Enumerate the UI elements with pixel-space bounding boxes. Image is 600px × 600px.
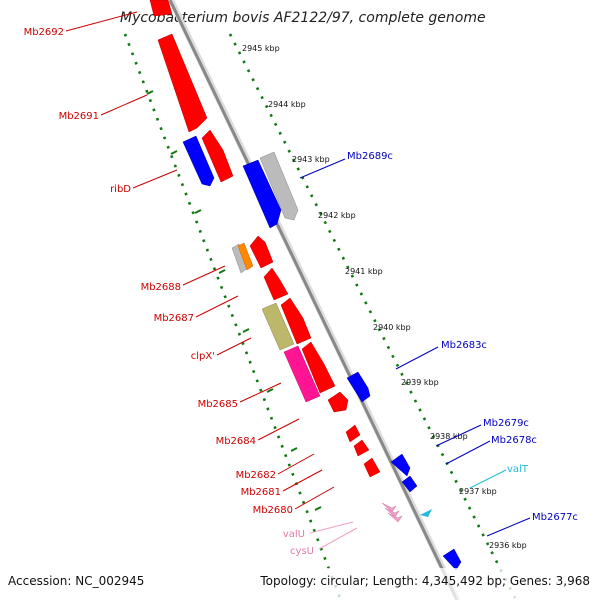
gene-label[interactable]: Mb2688 bbox=[141, 282, 181, 293]
kbp-label: 2944 kbp bbox=[268, 100, 306, 109]
kbp-label: 2940 kbp bbox=[373, 323, 411, 332]
khaki-feature[interactable] bbox=[261, 302, 295, 351]
gene-Mb2692[interactable] bbox=[149, 0, 173, 17]
gene-label[interactable]: clpX' bbox=[191, 351, 215, 362]
gene-label[interactable]: Mb2689c bbox=[347, 151, 393, 162]
gene-Mb2679c[interactable] bbox=[390, 453, 411, 477]
gene-label[interactable]: Mb2685 bbox=[198, 399, 238, 410]
gene-label[interactable]: valT bbox=[507, 464, 529, 475]
gene-label[interactable]: Mb2684 bbox=[216, 436, 256, 447]
gene-label[interactable]: Mb2680 bbox=[253, 505, 293, 516]
gene-Mb2683c[interactable] bbox=[346, 371, 371, 403]
left-gene-labels: Mb2692 Mb2691 ribD Mb2688 Mb2687 clpX' M… bbox=[24, 27, 314, 557]
trna-valT[interactable] bbox=[420, 509, 432, 517]
gene-Mb2689c[interactable] bbox=[242, 159, 282, 229]
gene-Mb2677c[interactable] bbox=[442, 548, 462, 571]
backbone-line bbox=[168, 0, 459, 600]
gene-label[interactable]: Mb2678c bbox=[491, 435, 537, 446]
kbp-labels: 2945 kbp 2944 kbp 2943 kbp 2942 kbp 2941… bbox=[242, 44, 527, 550]
right-leader-lines bbox=[299, 158, 531, 537]
kbp-label: 2936 kbp bbox=[489, 541, 527, 550]
gene-label[interactable]: cysU bbox=[290, 546, 314, 557]
gene-label[interactable]: Mb2677c bbox=[532, 512, 578, 523]
gene-ribD-rev[interactable] bbox=[182, 135, 215, 187]
gene-Mb2678c[interactable] bbox=[401, 475, 418, 493]
kbp-label: 2938 kbp bbox=[430, 432, 468, 441]
gene-label[interactable]: Mb2682 bbox=[236, 470, 276, 481]
kbp-label: 2939 kbp bbox=[401, 378, 439, 387]
left-tick-guide bbox=[123, 33, 342, 599]
kbp-label: 2941 kbp bbox=[345, 267, 383, 276]
kbp-label: 2945 kbp bbox=[242, 44, 280, 53]
reverse-genes bbox=[182, 135, 462, 571]
gene-Mb2691[interactable] bbox=[157, 33, 208, 133]
gene-label[interactable]: Mb2692 bbox=[24, 27, 64, 38]
topology-text: Topology: circular; Length: 4,345,492 bp… bbox=[259, 574, 590, 588]
left-major-ticks bbox=[146, 90, 322, 511]
accession-text: Accession: NC_002945 bbox=[8, 574, 144, 588]
gene-Mb2684[interactable] bbox=[327, 391, 349, 413]
gene-Mb2685[interactable] bbox=[301, 341, 336, 394]
right-gene-labels: Mb2689c Mb2683c Mb2679c Mb2678c valT Mb2… bbox=[347, 151, 578, 523]
gene-label[interactable]: Mb2679c bbox=[483, 418, 529, 429]
pink-feature[interactable] bbox=[283, 345, 321, 403]
gene-label[interactable]: ribD bbox=[110, 184, 131, 195]
kbp-label: 2942 kbp bbox=[318, 211, 356, 220]
gene-Mb2687[interactable] bbox=[263, 267, 289, 301]
left-leader-lines bbox=[65, 11, 358, 550]
gene-Mb2681[interactable] bbox=[353, 439, 370, 457]
kbp-label: 2937 kbp bbox=[459, 487, 497, 496]
gene-label[interactable]: Mb2681 bbox=[241, 487, 281, 498]
gene-clpX[interactable] bbox=[280, 297, 312, 345]
gene-label[interactable]: Mb2683c bbox=[441, 340, 487, 351]
gene-Mb2680[interactable] bbox=[363, 457, 381, 478]
gene-Mb2688[interactable] bbox=[249, 235, 274, 269]
footer-backdrop bbox=[0, 568, 600, 600]
orange-feature[interactable] bbox=[237, 242, 254, 271]
trna-valU-cysU[interactable] bbox=[381, 502, 403, 523]
gene-ribD-fwd[interactable] bbox=[201, 129, 234, 183]
pseudogene-reverse[interactable] bbox=[259, 151, 299, 221]
gene-label[interactable]: Mb2691 bbox=[59, 111, 99, 122]
genome-title: Mycobacterium bovis AF2122/97, complete … bbox=[120, 10, 486, 26]
gene-label[interactable]: valU bbox=[283, 529, 305, 540]
forward-genes bbox=[149, 0, 381, 478]
kbp-label: 2943 kbp bbox=[292, 155, 330, 164]
gene-label[interactable]: Mb2687 bbox=[154, 313, 194, 324]
gene-Mb2682-part[interactable] bbox=[345, 424, 361, 443]
